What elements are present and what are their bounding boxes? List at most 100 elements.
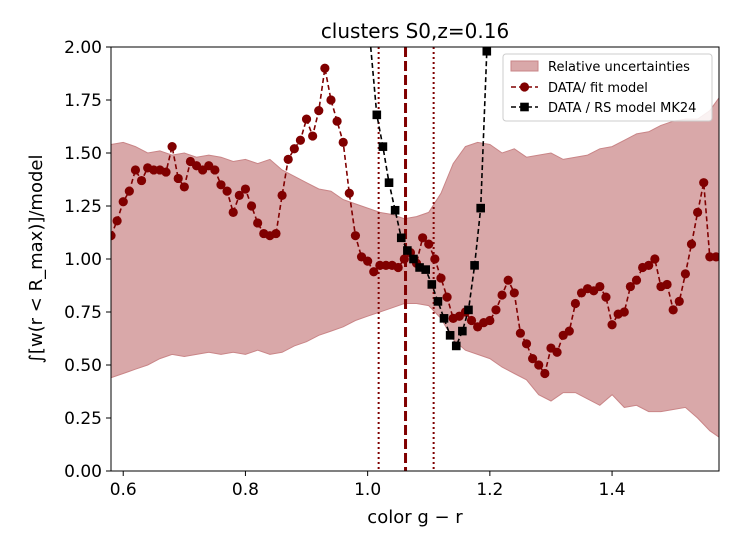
rs-point — [439, 314, 449, 323]
fit-point — [130, 165, 141, 175]
rs-point — [470, 261, 479, 270]
y-tick-label: 1.25 — [64, 197, 102, 217]
legend: Relative uncertainties DATA/ fit model DAT… — [502, 53, 713, 122]
fit-point — [167, 142, 177, 152]
rs-point — [378, 142, 388, 151]
fit-point — [601, 292, 611, 302]
fit-point — [136, 175, 147, 186]
y-tick-label: 1.50 — [64, 144, 102, 164]
fit-point — [271, 228, 281, 239]
fit-point — [509, 288, 519, 298]
fit-point — [289, 144, 299, 154]
fit-point — [118, 197, 128, 207]
fit-point — [607, 320, 617, 330]
fit-point — [295, 135, 306, 145]
fit-point — [693, 207, 703, 217]
fit-point — [491, 305, 501, 315]
rs-point — [409, 254, 418, 264]
rs-point — [396, 233, 406, 243]
rs-point — [445, 331, 455, 340]
fit-point — [619, 307, 629, 317]
y-tick-label: 0.25 — [64, 409, 102, 429]
y-tick-label: 2.00 — [64, 38, 102, 58]
y-tick-label: 1.00 — [64, 250, 102, 270]
x-axis-label: color g − r — [367, 507, 463, 528]
y-axis-label: ∫[w(r < R_max)]/model — [26, 155, 47, 364]
plot-area: 0.6 0.8 1.0 1.2 1.4 0.00 0.25 0.50 0.75 1.00 1.25 1… — [64, 38, 720, 500]
fit-point — [277, 190, 287, 200]
fit-point — [240, 184, 251, 194]
fit-point — [179, 182, 189, 192]
fit-point — [534, 360, 544, 370]
chart-title: clusters S0,z=0.16 — [321, 19, 509, 43]
x-tick-label: 0.6 — [110, 480, 137, 500]
fit-point — [210, 165, 220, 175]
fit-point — [552, 347, 562, 357]
fit-point — [686, 239, 697, 249]
y-tick-label: 0.00 — [64, 462, 102, 482]
fit-point — [631, 275, 642, 285]
fit-point — [112, 216, 122, 226]
legend-label-fit: DATA/ fit model — [548, 81, 648, 96]
fit-point — [570, 298, 581, 309]
fit-point — [595, 281, 605, 292]
fit-point — [564, 326, 574, 336]
fit-point — [521, 339, 532, 349]
fit-point — [301, 114, 312, 124]
y-tick-label: 1.75 — [64, 91, 102, 111]
fit-point — [515, 328, 526, 338]
y-tick-label: 0.50 — [64, 356, 102, 376]
fit-point — [234, 190, 244, 200]
fit-point — [283, 154, 293, 164]
fit-point — [668, 305, 678, 315]
fit-point — [216, 180, 226, 190]
rs-point — [403, 246, 412, 255]
fit-point — [503, 275, 513, 285]
fit-point — [369, 267, 379, 277]
fit-point — [393, 262, 403, 273]
fit-point — [308, 131, 318, 141]
fit-point — [540, 368, 550, 379]
legend-label-band: Relative uncertainties — [548, 60, 690, 75]
rs-point — [390, 205, 400, 215]
fit-point — [699, 178, 709, 188]
fit-point — [497, 290, 507, 300]
fit-point — [430, 254, 440, 264]
legend-label-rs: DATA / RS model MK24 — [548, 101, 696, 116]
fit-point — [332, 116, 342, 126]
fit-point — [680, 269, 690, 279]
fit-point — [418, 233, 428, 243]
x-tick-label: 1.2 — [476, 480, 503, 500]
fit-point — [650, 254, 660, 264]
fit-point — [326, 95, 336, 105]
fit-point — [246, 201, 257, 211]
plot-clipped — [111, 47, 719, 471]
fit-point — [161, 167, 171, 177]
fit-point — [320, 63, 330, 73]
x-tick-label: 1.4 — [599, 480, 626, 500]
rs-point — [372, 110, 382, 120]
fit-point — [338, 137, 348, 147]
fit-point — [466, 315, 477, 326]
fit-point — [124, 186, 134, 196]
rs-point — [415, 263, 424, 272]
y-tick-label: 0.75 — [64, 303, 102, 323]
fit-point — [644, 260, 654, 270]
x-tick-label: 1.0 — [354, 480, 381, 500]
legend-swatch-band — [510, 60, 539, 72]
rs-point — [451, 341, 461, 351]
fit-point — [222, 186, 232, 196]
rs-point — [482, 47, 492, 56]
fit-point — [399, 254, 409, 264]
fit-point — [625, 281, 635, 292]
x-tick-label: 0.8 — [232, 480, 259, 500]
legend-box — [502, 53, 713, 122]
rs-point — [421, 265, 430, 274]
fit-point — [228, 207, 238, 217]
rs-point — [476, 203, 485, 213]
fit-point — [111, 231, 116, 241]
fit-point — [711, 252, 719, 262]
fit-point — [485, 315, 495, 326]
fit-point — [253, 218, 263, 228]
fit-point — [436, 273, 446, 283]
